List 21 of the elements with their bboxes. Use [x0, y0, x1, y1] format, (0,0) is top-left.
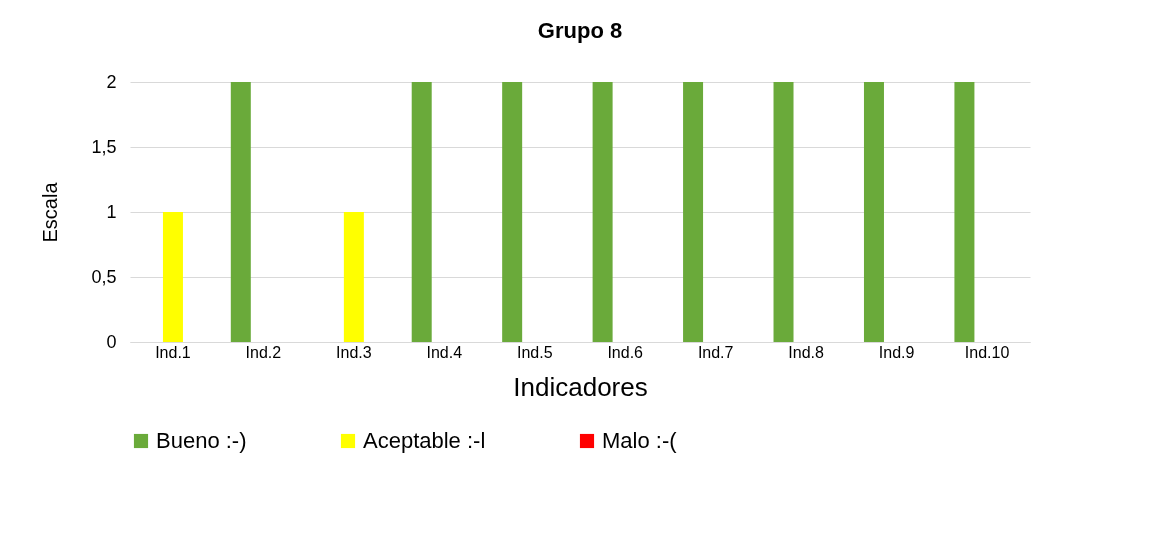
chart-title: Grupo 8	[537, 18, 623, 43]
x-tick-label: Ind.5	[516, 343, 553, 361]
x-axis-title: Indicadores	[513, 371, 648, 402]
y-tick-label: 0,5	[91, 266, 117, 287]
legend-label: Aceptable :-l	[363, 428, 486, 453]
legend-label: Bueno :-)	[156, 428, 247, 453]
legend-label: Malo :-(	[602, 428, 678, 453]
y-tick-label: 1	[106, 201, 117, 222]
x-tick-label: Ind.9	[878, 343, 915, 361]
x-tick-label: Ind.10	[964, 343, 1010, 361]
x-tick-label: Ind.3	[336, 343, 372, 361]
x-tick-label: Ind.6	[607, 343, 644, 361]
y-tick-label: 0	[106, 331, 117, 352]
x-tick-label: Ind.4	[426, 343, 463, 361]
x-tick-label: Ind.7	[697, 343, 734, 361]
x-tick-label: Ind.2	[245, 343, 282, 361]
y-tick-label: 2	[106, 71, 117, 92]
y-axis-title: Escala	[39, 181, 62, 243]
x-tick-label: Ind.1	[155, 343, 191, 361]
y-tick-label: 1,5	[91, 136, 117, 157]
x-tick-label: Ind.8	[788, 343, 825, 361]
